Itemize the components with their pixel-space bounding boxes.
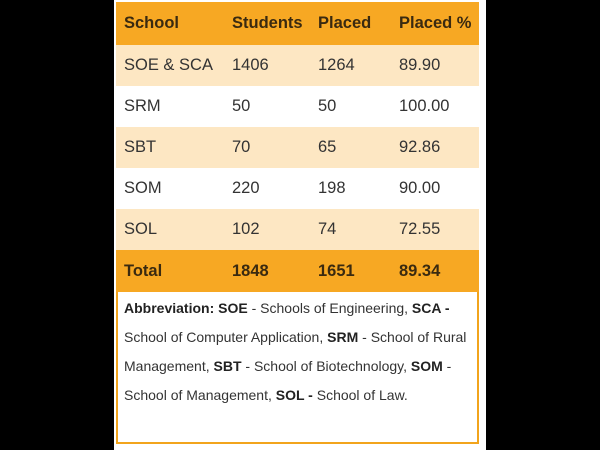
cell-students: 70 xyxy=(232,138,251,156)
total-students: 1848 xyxy=(232,261,269,280)
cell-students: 1406 xyxy=(232,56,269,74)
cell-school: SBT xyxy=(124,138,157,156)
cell-students: 220 xyxy=(232,179,260,197)
abbr-item: SOE - Schools of Engineering, xyxy=(218,300,412,316)
cell-placed-percent: 90.00 xyxy=(399,179,441,197)
cell-placed-percent: 72.55 xyxy=(399,220,441,238)
abbr-item: SOL - School of Law. xyxy=(275,387,408,403)
table-row: SOM 220 198 90.00 xyxy=(116,168,479,209)
abbr-item: SCA - School of Computer Application, xyxy=(124,300,450,345)
cell-placed-percent: 100.00 xyxy=(399,97,450,115)
header-school: School xyxy=(124,14,180,32)
header-placed-percent: Placed % xyxy=(399,14,472,32)
cell-students: 102 xyxy=(232,220,260,238)
cell-school: SRM xyxy=(124,97,161,115)
table-header-row: School Students Placed Placed % xyxy=(116,2,479,45)
cell-placed: 1264 xyxy=(318,56,355,74)
table-total-row: Total 1848 1651 89.34 xyxy=(116,250,479,292)
table-row: SOE & SCA 1406 1264 89.90 xyxy=(116,45,479,86)
table-row: SBT 70 65 92.86 xyxy=(116,127,479,168)
total-placed-percent: 89.34 xyxy=(399,261,441,280)
cell-students: 50 xyxy=(232,97,251,115)
cell-placed-percent: 92.86 xyxy=(399,138,441,156)
cell-placed: 74 xyxy=(318,220,337,238)
total-placed: 1651 xyxy=(318,261,355,280)
placement-table-frame: School Students Placed Placed % SOE & SC… xyxy=(116,2,479,444)
table-row: SRM 50 50 100.00 xyxy=(116,86,479,127)
abbr-item: SBT - School of Biotechnology, xyxy=(213,358,411,374)
cell-placed: 65 xyxy=(318,138,337,156)
header-students: Students xyxy=(232,14,303,32)
abbr-item: SRM - School of Rural Management, xyxy=(124,329,467,374)
cell-placed: 198 xyxy=(318,179,346,197)
header-placed: Placed xyxy=(318,14,372,32)
table-row: SOL 102 74 72.55 xyxy=(116,209,479,250)
cell-school: SOM xyxy=(124,179,162,197)
placement-table: School Students Placed Placed % SOE & SC… xyxy=(116,2,479,292)
abbr-item: SOM - School of Management, xyxy=(124,358,452,403)
abbreviation-note: Abbreviation: SOE - Schools of Engineeri… xyxy=(124,294,474,410)
cell-school: SOE & SCA xyxy=(124,56,213,74)
cell-school: SOL xyxy=(124,220,158,238)
abbreviation-label: Abbreviation: xyxy=(124,300,215,316)
total-label: Total xyxy=(124,261,163,280)
cell-placed: 50 xyxy=(318,97,337,115)
cell-placed-percent: 89.90 xyxy=(399,56,441,74)
